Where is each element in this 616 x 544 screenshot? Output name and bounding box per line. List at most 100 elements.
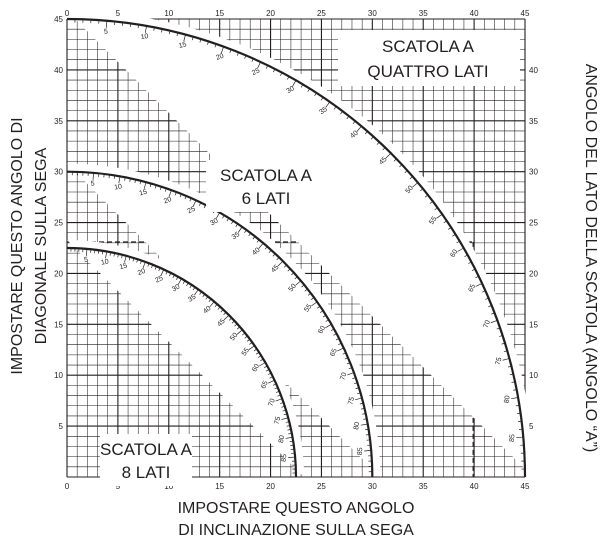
- arc-scale-tick: [143, 181, 147, 189]
- arc-scale-tick: [447, 227, 452, 230]
- arc-scale-tick: [259, 362, 266, 367]
- arc-scale-tick: [452, 234, 456, 237]
- arc-scale-label: 35: [231, 231, 241, 241]
- arc-scale-label: 65: [468, 283, 478, 293]
- arc-scale-label: 50: [229, 332, 239, 343]
- x-tick-label-top: 5: [116, 9, 121, 18]
- left-tick-label: 40: [54, 66, 63, 75]
- arc-scale-tick: [236, 52, 239, 56]
- left-tick-label: 20: [54, 269, 63, 278]
- arc-scale-tick: [282, 409, 287, 412]
- arc-scale-label: 65: [260, 380, 270, 390]
- arc-scale-label: 5: [90, 180, 95, 187]
- arc-scale-label: 70: [483, 319, 492, 329]
- arc-scales: 8580757065605550454035302520151058580757…: [66, 11, 533, 478]
- arc-scale-tick: [134, 179, 137, 183]
- arc-scale-tick: [304, 288, 308, 292]
- x-tick-label-bottom: 10: [164, 482, 173, 491]
- arc-scale-tick: [139, 180, 142, 185]
- four-sided-box-label-line-1: SCATOLA A: [382, 37, 475, 56]
- arc-scale-tick: [291, 272, 295, 276]
- arc-scale-tick: [356, 125, 362, 132]
- x-tick-label-bottom: 40: [470, 482, 479, 491]
- arc-scale-tick: [412, 182, 419, 188]
- arc-scale-tick: [234, 323, 238, 327]
- arc-scale-tick: [281, 405, 285, 408]
- arc-scale-tick: [158, 267, 161, 272]
- arc-scale-tick: [393, 158, 397, 162]
- arc-scale-tick: [404, 170, 408, 174]
- x-tick-label-bottom: 15: [215, 482, 224, 491]
- arc-scale-tick: [220, 46, 224, 54]
- arc-scale-tick: [128, 256, 131, 261]
- arc-scale-label: 60: [317, 325, 327, 335]
- arc-scale-tick: [169, 272, 172, 277]
- arc-scale-tick: [468, 261, 472, 264]
- arc-scale-tick: [253, 348, 258, 352]
- arc-scale-tick: [153, 27, 155, 31]
- arc-scale-tick: [179, 193, 182, 198]
- arc-scale-tick: [223, 314, 230, 321]
- arc-scale-label: 40: [202, 305, 213, 315]
- arc-scale-tick: [184, 195, 187, 200]
- arc-scale-tick: [311, 301, 318, 307]
- x-tick-label-bottom: 20: [266, 482, 275, 491]
- x-tick-label-top: 30: [368, 9, 377, 18]
- arc-scale-tick: [129, 178, 131, 182]
- left-tick-label: 35: [54, 117, 63, 126]
- right-tick-label: 20: [529, 269, 538, 278]
- arc-scale-tick: [325, 319, 329, 322]
- arc-scale-tick: [237, 226, 243, 233]
- right-tick-label: 5: [529, 422, 534, 431]
- arc-scale-tick: [464, 254, 468, 257]
- arc-scale-tick: [161, 28, 163, 33]
- arc-scale-tick: [511, 381, 516, 383]
- arc-scale-tick: [281, 417, 289, 420]
- arc-scale-tick: [346, 115, 350, 120]
- arc-scale-tick: [320, 97, 324, 101]
- right-tick-label: 30: [529, 168, 538, 177]
- arc-scale-tick: [319, 310, 324, 313]
- arc-scale-tick: [337, 347, 344, 352]
- arc-scale-tick: [491, 312, 495, 315]
- arc-scale-tick: [118, 176, 121, 184]
- arc-scale-tick: [226, 217, 230, 222]
- arc-scale-tick: [117, 253, 119, 258]
- arc-scale-tick: [370, 136, 374, 140]
- four-sided-box-label-line-2: QUATTRO LATI: [367, 62, 488, 81]
- arc-scale-tick: [317, 305, 321, 309]
- arc-scale-tick: [105, 251, 108, 259]
- arc-scale-label: 25: [187, 206, 197, 216]
- arc-scale-tick: [501, 342, 506, 345]
- arc-scale-tick: [113, 252, 115, 257]
- arc-scale-tick: [164, 188, 167, 192]
- arc-scale-tick: [249, 342, 253, 345]
- arc-scale-tick: [300, 84, 304, 88]
- arc-scale-tick: [268, 249, 272, 253]
- arc-scale-label: 25: [251, 67, 261, 77]
- arc-scale-tick: [265, 369, 270, 372]
- axis-ticks: 0055101015152020252530303535404045455101…: [54, 9, 538, 491]
- arc-scale-tick: [214, 43, 217, 48]
- arc-scale-tick: [348, 367, 353, 370]
- arc-scale-tick: [223, 312, 227, 316]
- arc-scale-label: 20: [163, 196, 173, 205]
- right-tick-label: 40: [529, 66, 538, 75]
- arc-scale-tick: [177, 278, 182, 285]
- arc-scale-tick: [229, 49, 232, 53]
- arc-scale-tick: [436, 214, 443, 219]
- arc-scale-tick: [209, 301, 215, 308]
- x-tick-label-top: 40: [470, 9, 479, 18]
- x-tick-label-bottom: 0: [65, 482, 70, 491]
- arc-scale-tick: [207, 41, 209, 45]
- arc-scale-tick: [361, 407, 365, 410]
- x-tick-label-top: 45: [521, 9, 530, 18]
- left-axis-title-line-2: DIAGONALE SULLA SEGA: [33, 147, 50, 344]
- arc-scale-tick: [222, 215, 225, 219]
- arc-scale-tick: [191, 36, 194, 41]
- x-tick-label-bottom: 30: [368, 482, 377, 491]
- x-tick-label-top: 10: [164, 9, 173, 18]
- arc-scale-label: 70: [339, 371, 348, 381]
- arc-scale-tick: [515, 405, 520, 407]
